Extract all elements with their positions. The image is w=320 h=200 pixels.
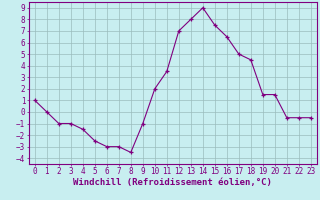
X-axis label: Windchill (Refroidissement éolien,°C): Windchill (Refroidissement éolien,°C) bbox=[73, 178, 272, 187]
